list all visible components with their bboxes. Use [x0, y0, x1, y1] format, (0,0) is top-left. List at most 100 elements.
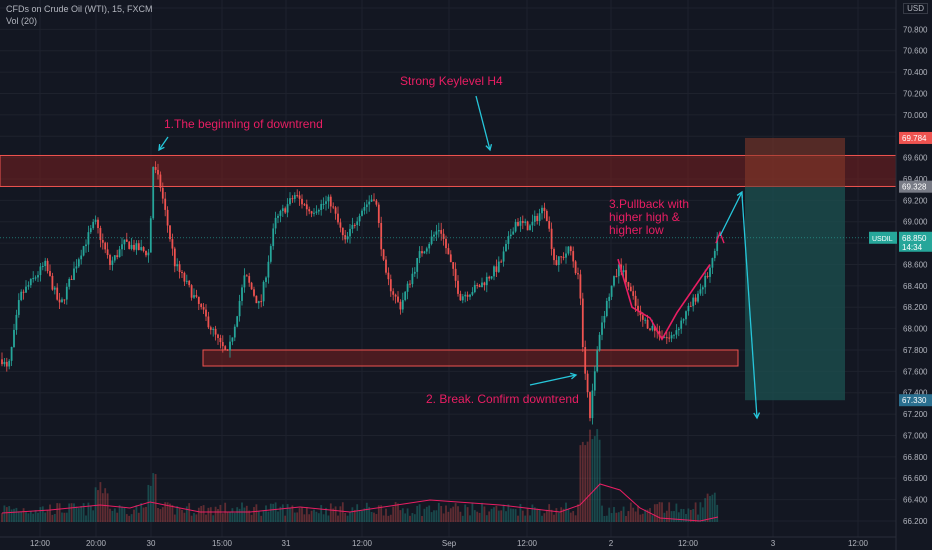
volume-bar [255, 504, 258, 522]
volume-bar [313, 509, 315, 522]
candle-body [646, 319, 649, 329]
volume-bar [351, 507, 354, 522]
candle-body [457, 280, 459, 294]
volume-bar [289, 508, 291, 522]
y-tick-label: 66.600 [903, 474, 928, 483]
volume-bar [135, 505, 138, 522]
volume-bar [473, 510, 476, 522]
candle-body [337, 213, 339, 223]
volume-bar [63, 512, 66, 522]
volume-bar [603, 515, 606, 522]
candle-body [178, 264, 181, 273]
volume-bar [382, 515, 385, 522]
volume-bar [68, 503, 71, 522]
volume-bar [430, 512, 433, 522]
volume-bar [305, 506, 308, 522]
last-price-tag: 68.850 [902, 234, 927, 243]
candle-body [34, 277, 37, 279]
candle-body [70, 278, 73, 280]
volume-bar [586, 441, 589, 522]
x-tick-label: 20:00 [86, 539, 107, 548]
candle-body [524, 221, 527, 223]
annotations: Strong Keylevel H4 1.The beginning of dow… [158, 74, 761, 420]
candle-body [274, 217, 277, 229]
candle-body [433, 234, 435, 237]
candle-body [243, 275, 246, 288]
candle-body [320, 204, 323, 210]
volume-bar [495, 505, 498, 522]
candle-body [202, 307, 205, 310]
volume-bar [701, 507, 704, 522]
volume-bar [325, 507, 327, 522]
volume-bar [399, 510, 402, 522]
volume-bar [368, 506, 371, 522]
candle-body [154, 166, 157, 170]
volume-bar [116, 512, 119, 522]
volume-bar [97, 490, 99, 522]
volume-bar [471, 502, 474, 522]
candle-body [277, 215, 279, 218]
volume-bar [27, 513, 30, 522]
candle-body [130, 244, 133, 249]
volume-bar [332, 508, 335, 522]
volume-bar [87, 502, 90, 522]
pullback-label-3: higher low [609, 223, 664, 237]
volume-bar [202, 505, 205, 522]
volume-bar [277, 511, 279, 522]
volume-bar [344, 512, 347, 522]
candle-body [694, 297, 697, 302]
volume-bar [281, 504, 284, 522]
volume-bar [58, 503, 61, 522]
volume-bar [404, 513, 407, 522]
volume-bar [545, 509, 548, 522]
volume-bar [17, 511, 20, 522]
candle-body [255, 295, 258, 304]
candle-body [188, 280, 191, 286]
candle-body [440, 230, 443, 234]
candle-body [591, 390, 594, 419]
currency-selector[interactable]: USD [903, 3, 928, 14]
volume-bar [409, 515, 411, 522]
volume-bar [195, 514, 198, 522]
volume-bar [685, 513, 687, 522]
volume-bar [687, 508, 690, 522]
volume-bar [286, 504, 289, 522]
volume-bar [615, 512, 618, 522]
y-tick-label: 67.400 [903, 389, 928, 398]
volume-bar [219, 504, 222, 522]
volume-bar [641, 513, 644, 522]
candle-body [104, 242, 107, 250]
volume-bar [353, 509, 356, 522]
candle-body [123, 239, 126, 245]
candle-body [375, 200, 378, 205]
volume-bar [557, 512, 560, 522]
candle-body [341, 227, 344, 236]
volume-bar [622, 506, 625, 522]
candle-body [562, 256, 565, 258]
volume-bar [682, 509, 685, 522]
volume-bar [106, 493, 109, 522]
volume-bar [459, 511, 462, 522]
candle-body [238, 300, 241, 317]
candle-body [99, 228, 102, 241]
volume-bar [375, 514, 378, 522]
candle-body [589, 392, 591, 419]
candle-body [195, 295, 198, 297]
volume-bar [308, 514, 311, 522]
volume-bar [442, 513, 445, 522]
candle-body [212, 328, 215, 330]
volume-bar [34, 510, 37, 522]
volume-bar [653, 504, 656, 522]
candle-body [370, 199, 373, 202]
candle-body [97, 219, 99, 229]
candle-body [553, 248, 555, 261]
volume-bar [363, 508, 366, 522]
candle-body [653, 325, 656, 331]
higher-high-caret [715, 230, 725, 244]
stop-price-tag: 69.784 [902, 134, 927, 143]
chart-title: CFDs on Crude Oil (WTI), 15, FXCM [6, 4, 153, 14]
pullback-label-1: 3.Pullback with [609, 197, 689, 211]
volume-bar [411, 513, 414, 522]
candle-body [339, 222, 342, 228]
